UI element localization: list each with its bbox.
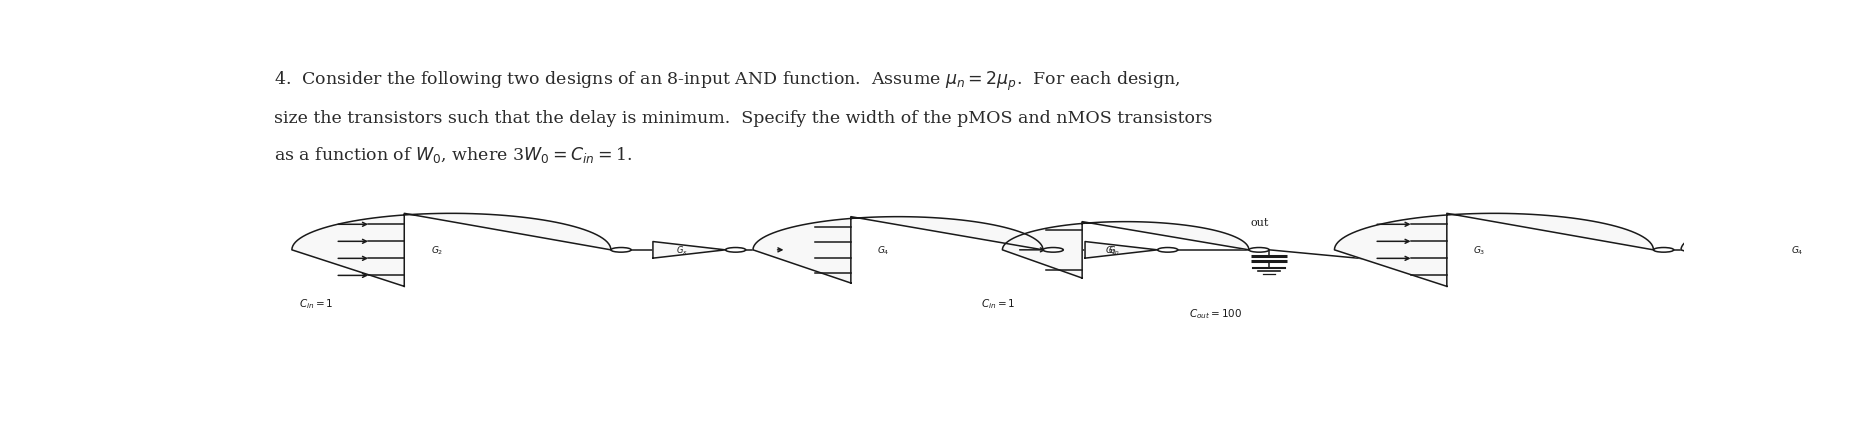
Text: $G_2$: $G_2$ xyxy=(430,244,443,257)
Polygon shape xyxy=(292,214,610,287)
Text: $G_2$: $G_2$ xyxy=(1106,244,1117,257)
Text: out: out xyxy=(1250,217,1269,227)
Text: $C_{in}$$=1$: $C_{in}$$=1$ xyxy=(980,296,1016,310)
Text: 4.  Consider the following two designs of an 8-input AND function.  Assume $\mu_: 4. Consider the following two designs of… xyxy=(275,70,1181,93)
Text: $G_3$: $G_3$ xyxy=(1472,244,1486,257)
Circle shape xyxy=(726,248,747,252)
Text: $C_{out}$$=100$: $C_{out}$$=100$ xyxy=(1190,306,1242,320)
Circle shape xyxy=(1654,248,1675,252)
Text: $G_n$: $G_n$ xyxy=(1108,244,1121,257)
Text: $G_4$: $G_4$ xyxy=(1791,244,1804,257)
Text: size the transistors such that the delay is minimum.  Specify the width of the p: size the transistors such that the delay… xyxy=(275,109,1212,126)
Polygon shape xyxy=(1680,221,1871,280)
Circle shape xyxy=(1042,248,1063,252)
Circle shape xyxy=(1158,248,1179,252)
Text: as a function of $W_0$, where 3$W_0$$=C_{in}=$1.: as a function of $W_0$, where 3$W_0$$=C_… xyxy=(275,144,632,164)
Text: $G_x$: $G_x$ xyxy=(675,244,689,257)
Text: $G_4$: $G_4$ xyxy=(877,244,891,257)
Polygon shape xyxy=(653,242,726,258)
Polygon shape xyxy=(1334,214,1654,287)
Polygon shape xyxy=(1085,242,1158,258)
Circle shape xyxy=(1248,248,1269,252)
Text: $C_{in}$$=1$: $C_{in}$$=1$ xyxy=(299,296,333,310)
Polygon shape xyxy=(1003,222,1248,278)
Circle shape xyxy=(610,248,631,252)
Polygon shape xyxy=(752,217,1042,283)
